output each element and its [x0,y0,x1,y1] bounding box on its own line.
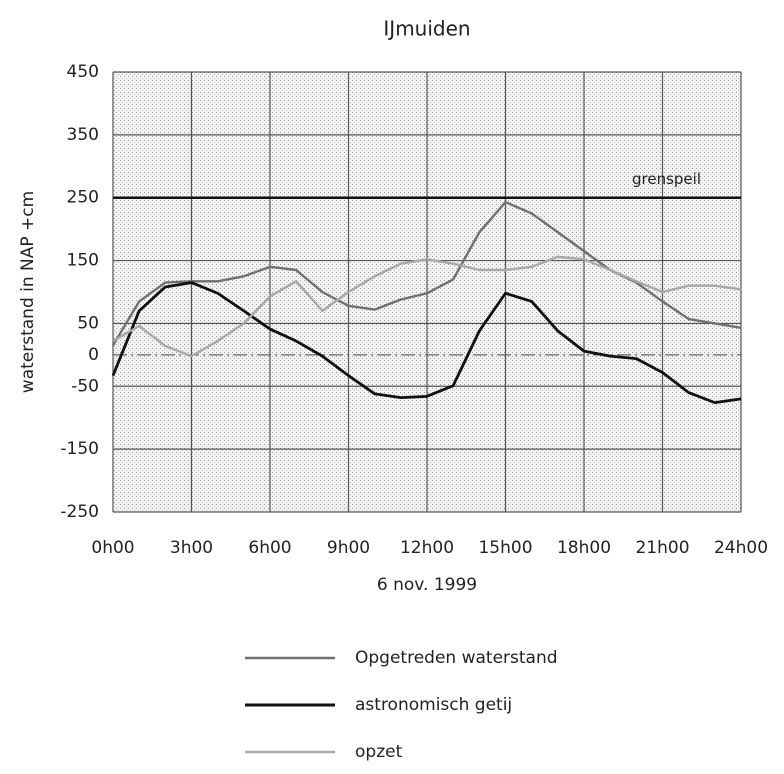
y-axis-label: waterstand in NAP +cm [18,191,38,393]
y-tick-label: 250 [67,188,99,208]
reference-label: grenspeil [632,170,701,188]
series-line [112,255,742,358]
series-line [111,281,742,405]
y-tick-label: -150 [60,439,99,459]
x-tick-label: 15h00 [478,538,532,558]
y-tick-label: 150 [67,251,99,271]
y-tick-label: 0 [88,345,99,365]
y-tick-label: -250 [60,502,99,522]
x-tick-label: 0h00 [91,538,134,558]
y-tick-label: -50 [71,376,99,396]
legend-label: astronomisch getij [355,695,512,715]
x-tick-label: 12h00 [400,538,454,558]
y-tick-label: 450 [67,62,99,82]
x-tick-label: 24h00 [714,538,768,558]
x-tick-label: 9h00 [327,538,370,558]
x-axis-label: 6 nov. 1999 [377,575,477,595]
chart-title: IJmuiden [383,17,470,41]
x-tick-label: 21h00 [635,538,689,558]
legend-label: opzet [355,742,403,762]
y-tick-label: 350 [67,125,99,145]
x-tick-label: 6h00 [248,538,291,558]
x-tick-label: 18h00 [557,538,611,558]
legend-label: Opgetreden waterstand [355,648,558,668]
y-tick-label: 50 [77,313,99,333]
x-tick-label: 3h00 [170,538,213,558]
